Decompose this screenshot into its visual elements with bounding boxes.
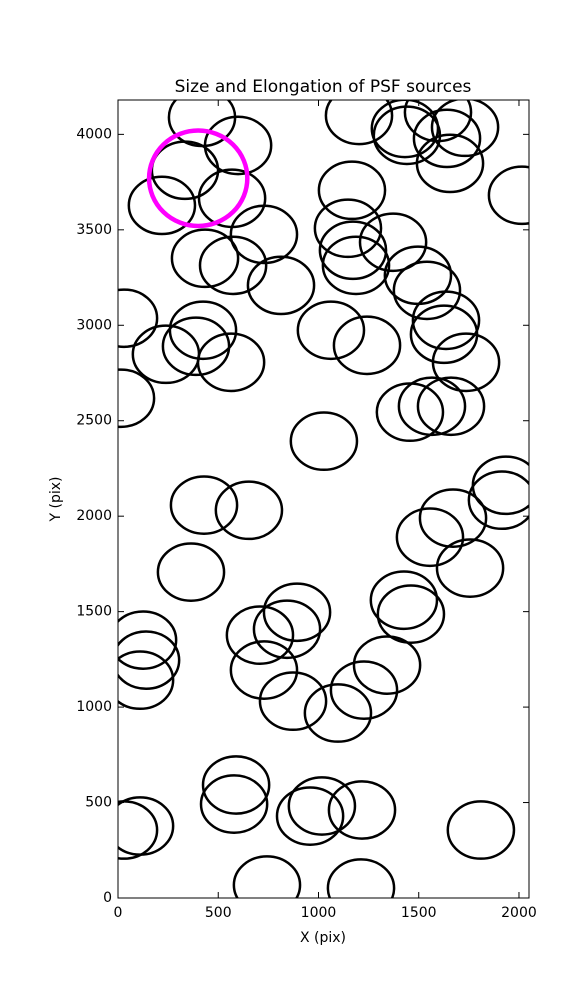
psf-ellipse (287, 776, 357, 836)
psf-ellipse (412, 108, 482, 169)
y-tick-label: 500 (85, 795, 112, 811)
psf-ellipse (352, 635, 422, 695)
psf-ellipse (262, 582, 332, 643)
psf-ellipse (326, 858, 396, 898)
psf-ellipse (395, 507, 465, 568)
psf-ellipse (317, 160, 387, 221)
psf-ellipse (321, 235, 391, 296)
psf-ellipse (296, 300, 366, 361)
psf-ellipse (369, 570, 439, 631)
psf-ellipse (416, 376, 486, 437)
psf-ellipse (324, 100, 394, 146)
psf-ellipse (169, 475, 239, 535)
psf-ellipse (161, 316, 231, 377)
psf-ellipse (118, 610, 178, 670)
psf-ellipse (403, 100, 473, 143)
psf-ellipse (170, 228, 240, 289)
psf-ellipse (214, 480, 284, 541)
psf-ellipse (275, 786, 345, 846)
y-tick-label: 3000 (76, 317, 112, 333)
psf-ellipse (229, 640, 299, 700)
psf-ellipse (318, 220, 388, 281)
psf-ellipse (431, 332, 501, 393)
psf-ellipse (358, 212, 428, 273)
psf-ellipse (199, 774, 269, 834)
psf-ellipse (225, 605, 295, 666)
x-tick-label: 500 (205, 905, 232, 921)
plot-area (118, 100, 529, 898)
psf-ellipse (467, 470, 529, 531)
psf-ellipse (118, 368, 156, 429)
psf-ellipse (246, 255, 316, 316)
psf-ellipse (118, 288, 159, 349)
psf-ellipse (289, 411, 359, 472)
psf-ellipse (430, 100, 500, 158)
x-tick-label: 2000 (501, 905, 537, 921)
psf-ellipse (196, 332, 266, 393)
psf-ellipse (415, 133, 485, 194)
psf-ellipse (332, 315, 402, 376)
psf-ellipse (198, 235, 268, 296)
x-tick-label: 1000 (301, 905, 337, 921)
psf-ellipse (376, 584, 446, 645)
psf-ellipse (446, 800, 516, 860)
y-tick-label: 2000 (76, 508, 112, 524)
psf-ellipse (303, 683, 373, 743)
axes-frame (117, 99, 530, 899)
psf-ellipse (127, 175, 197, 236)
psf-ellipse (411, 290, 481, 351)
y-tick-label: 3500 (76, 222, 112, 238)
psf-ellipse (118, 800, 159, 860)
psf-ellipse (487, 165, 529, 226)
psf-ellipse (118, 650, 175, 711)
psf-ellipse (392, 260, 462, 321)
psf-ellipse (418, 488, 488, 548)
psf-ellipse (329, 660, 399, 720)
y-tick-label: 2500 (76, 413, 112, 429)
x-axis-label: X (pix) (300, 930, 346, 946)
psf-ellipse (258, 671, 328, 732)
psf-ellipse (252, 599, 322, 660)
y-tick-label: 0 (103, 890, 112, 906)
y-tick-label: 1000 (76, 699, 112, 715)
x-tick-label: 1500 (401, 905, 437, 921)
x-tick-label: 0 (114, 905, 123, 921)
psf-ellipse (118, 630, 181, 691)
y-axis-label: Y (pix) (48, 477, 64, 523)
y-tick-label: 1500 (76, 604, 112, 620)
psf-ellipse (156, 542, 226, 603)
chart-title: Size and Elongation of PSF sources (175, 77, 472, 97)
psf-ellipse (435, 538, 505, 598)
psf-ellipse (327, 780, 397, 840)
psf-ellipse (203, 115, 273, 176)
y-tick-label: 4000 (76, 126, 112, 142)
psf-ellipse (232, 855, 302, 898)
psf-ellipse (397, 376, 467, 437)
psf-ellipse (146, 128, 250, 229)
psf-ellipse (229, 204, 299, 265)
psf-ellipse (313, 198, 383, 259)
psf-ellipse (201, 755, 271, 815)
